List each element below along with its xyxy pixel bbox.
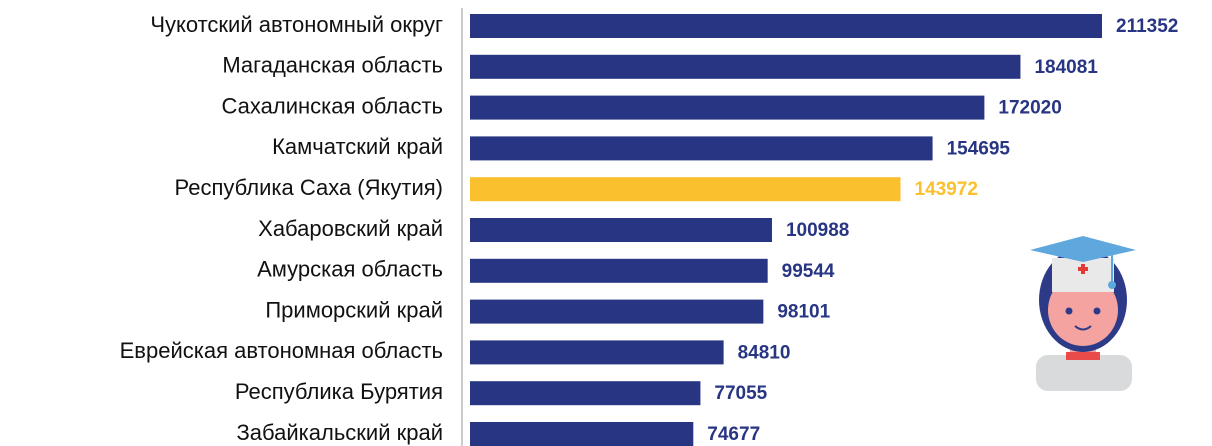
bar [470, 299, 764, 324]
value-label: 84810 [738, 342, 791, 363]
category-label: Магаданская область [222, 53, 443, 78]
category-label: Камчатский край [272, 134, 443, 159]
value-label: 98101 [777, 302, 830, 323]
value-label: 99544 [782, 261, 835, 282]
value-label: 77055 [714, 383, 767, 404]
category-label: Хабаровский край [258, 216, 443, 241]
value-label: 74677 [707, 424, 760, 445]
category-label: Республика Саха (Якутия) [175, 175, 443, 200]
value-label: 211352 [1116, 16, 1178, 37]
bar [470, 218, 772, 242]
category-label: Чукотский автономный округ [150, 12, 443, 37]
value-label: 184081 [1034, 57, 1098, 78]
category-label: Приморский край [265, 297, 443, 322]
category-label: Республика Бурятия [235, 379, 443, 404]
nurse-icon [1030, 236, 1136, 391]
category-label: Сахалинская область [222, 93, 443, 118]
category-label: Амурская область [257, 257, 443, 282]
bar [470, 95, 985, 120]
bar [470, 340, 724, 365]
value-label: 172020 [998, 98, 1061, 119]
bar [470, 422, 694, 446]
value-label: 100988 [786, 220, 849, 241]
bar [470, 136, 933, 161]
bar [470, 258, 768, 283]
value-label: 143972 [915, 179, 978, 200]
bar [470, 177, 901, 202]
value-label: 154695 [947, 138, 1011, 159]
category-label: Забайкальский край [237, 420, 444, 445]
bar [470, 381, 701, 406]
bar [470, 14, 1102, 38]
category-label: Еврейская автономная область [120, 338, 443, 363]
bar [470, 54, 1021, 79]
